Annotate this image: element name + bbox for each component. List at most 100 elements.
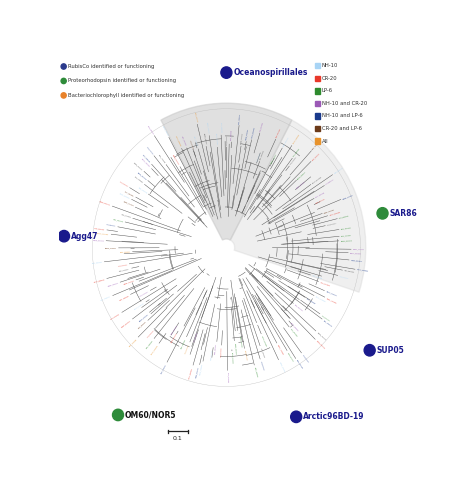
Text: NH56_282203: NH56_282203 [181,338,186,349]
Text: NH56_907759: NH56_907759 [296,360,303,370]
Text: LP14_621067: LP14_621067 [302,354,310,363]
Bar [315,88,319,93]
Text: May82_306757: May82_306757 [196,366,200,378]
Text: OM84_288756: OM84_288756 [293,147,301,157]
Text: NH29_419288: NH29_419288 [128,338,137,347]
Bar [315,101,319,106]
Text: NH31_527124: NH31_527124 [113,218,124,222]
Text: RubisCo identified or functioning: RubisCo identified or functioning [68,64,155,69]
Text: OM52_157634: OM52_157634 [181,136,187,147]
Text: CR79_283580: CR79_283580 [134,176,144,184]
Circle shape [377,207,388,219]
Text: OM23_994034: OM23_994034 [193,331,199,342]
Text: LP33_700308: LP33_700308 [290,156,298,165]
Text: NH-10 and CR-20: NH-10 and CR-20 [322,101,367,106]
Text: OM57_286460: OM57_286460 [146,339,154,349]
Circle shape [58,230,70,242]
Text: May81_781680: May81_781680 [326,297,337,304]
Text: SAR32_507274: SAR32_507274 [170,332,178,343]
Text: Bact72_525854: Bact72_525854 [356,269,369,272]
Text: Bact18_172241: Bact18_172241 [231,352,234,364]
Text: All: All [322,138,328,144]
Text: CR76_988440: CR76_988440 [147,124,154,134]
Text: NH52_186348: NH52_186348 [119,294,129,300]
Text: NH57_332969: NH57_332969 [192,135,197,146]
Text: May86_684502: May86_684502 [121,320,131,328]
Text: OM23_543935: OM23_543935 [306,297,316,305]
Text: Bact33_671360: Bact33_671360 [312,175,323,184]
Text: OM39_413280: OM39_413280 [227,372,228,383]
Text: SAR95_698937: SAR95_698937 [202,133,207,145]
Text: Arctic96BD-19: Arctic96BD-19 [303,412,365,421]
Text: SAR98_441724: SAR98_441724 [240,132,244,144]
Text: SAR38_201817: SAR38_201817 [270,153,277,164]
Text: OM65_334104: OM65_334104 [94,227,105,230]
Text: NH97_400774: NH97_400774 [323,320,333,327]
Text: LP-6: LP-6 [322,88,333,93]
Text: NH46_967043: NH46_967043 [341,227,352,230]
Text: Bacteriochlorophyll identified or functioning: Bacteriochlorophyll identified or functi… [68,93,185,98]
Text: May96_496440: May96_496440 [107,282,118,287]
Text: OM59_887492: OM59_887492 [344,270,355,273]
Text: LP23_389741: LP23_389741 [339,275,350,279]
Text: SAR53_893705: SAR53_893705 [99,201,111,206]
Text: NH55_486500: NH55_486500 [254,367,258,377]
Text: May32_884018: May32_884018 [316,340,325,349]
Text: May15_907002: May15_907002 [92,239,104,242]
Text: Bact72_802541: Bact72_802541 [188,367,193,379]
Text: CR-20: CR-20 [322,76,337,81]
Text: SAR26_607618: SAR26_607618 [137,171,147,180]
Text: LP87_315068: LP87_315068 [119,181,128,187]
Text: Oceanospirillales: Oceanospirillales [233,68,308,77]
Circle shape [61,79,66,83]
Text: CR46_464773: CR46_464773 [193,112,198,123]
Text: NH59_880608: NH59_880608 [231,129,233,140]
Text: CR47_139574: CR47_139574 [101,295,111,301]
Text: May89_830646: May89_830646 [234,342,236,354]
Text: OM85_941952: OM85_941952 [260,121,264,132]
Text: SAR34_518734: SAR34_518734 [138,313,149,322]
Text: LP75_337074: LP75_337074 [185,343,190,354]
Text: LP10_658771: LP10_658771 [106,224,116,227]
Text: SAR47_126586: SAR47_126586 [277,344,284,355]
Text: May86_417872: May86_417872 [122,201,134,207]
Bar [315,76,319,81]
Text: NH30_723658: NH30_723658 [158,154,166,164]
Text: NH86_597427: NH86_597427 [215,343,218,354]
Text: May56_963491: May56_963491 [133,162,143,171]
Text: Bact10_944361: Bact10_944361 [251,126,256,138]
Circle shape [61,93,66,98]
Text: 0.1: 0.1 [173,436,182,441]
Text: OM88_413226: OM88_413226 [110,313,121,320]
Text: CR-20 and LP-6: CR-20 and LP-6 [322,126,362,131]
Text: May83_982717: May83_982717 [283,136,290,147]
Text: LP40_679469: LP40_679469 [327,222,337,226]
Text: LP64_480209: LP64_480209 [146,329,155,338]
Circle shape [221,67,232,79]
Text: OM20_108109: OM20_108109 [142,154,151,164]
Text: CR90_878352: CR90_878352 [120,214,131,218]
Text: Bact69_778113: Bact69_778113 [134,302,145,310]
Text: SUP05: SUP05 [377,346,404,355]
Text: CR60_357196: CR60_357196 [276,127,282,138]
Wedge shape [161,103,292,240]
Text: SAR33_824114: SAR33_824114 [173,155,180,165]
Wedge shape [230,120,366,292]
Text: Bact13_141939: Bact13_141939 [261,335,267,347]
Text: Bact70_258236: Bact70_258236 [175,135,182,147]
Bar [315,126,319,131]
Text: LP39_362112: LP39_362112 [189,139,194,150]
Text: LP41_790498: LP41_790498 [139,290,149,297]
Text: May48_328155: May48_328155 [246,128,250,140]
Text: May22_655233: May22_655233 [171,324,178,335]
Text: Agg47: Agg47 [71,232,99,241]
Text: NH71_304798: NH71_304798 [315,192,326,198]
Text: SAR38_151147: SAR38_151147 [123,280,135,285]
Text: SAR65_394231: SAR65_394231 [317,331,327,341]
Text: May61_727451: May61_727451 [353,248,365,250]
Text: SAR58_200562: SAR58_200562 [342,194,354,200]
Text: Bact14_626182: Bact14_626182 [329,211,341,216]
Text: May42_408031: May42_408031 [206,122,210,134]
Text: NH86_464278: NH86_464278 [137,186,147,194]
Text: OM54_122347: OM54_122347 [119,268,130,272]
